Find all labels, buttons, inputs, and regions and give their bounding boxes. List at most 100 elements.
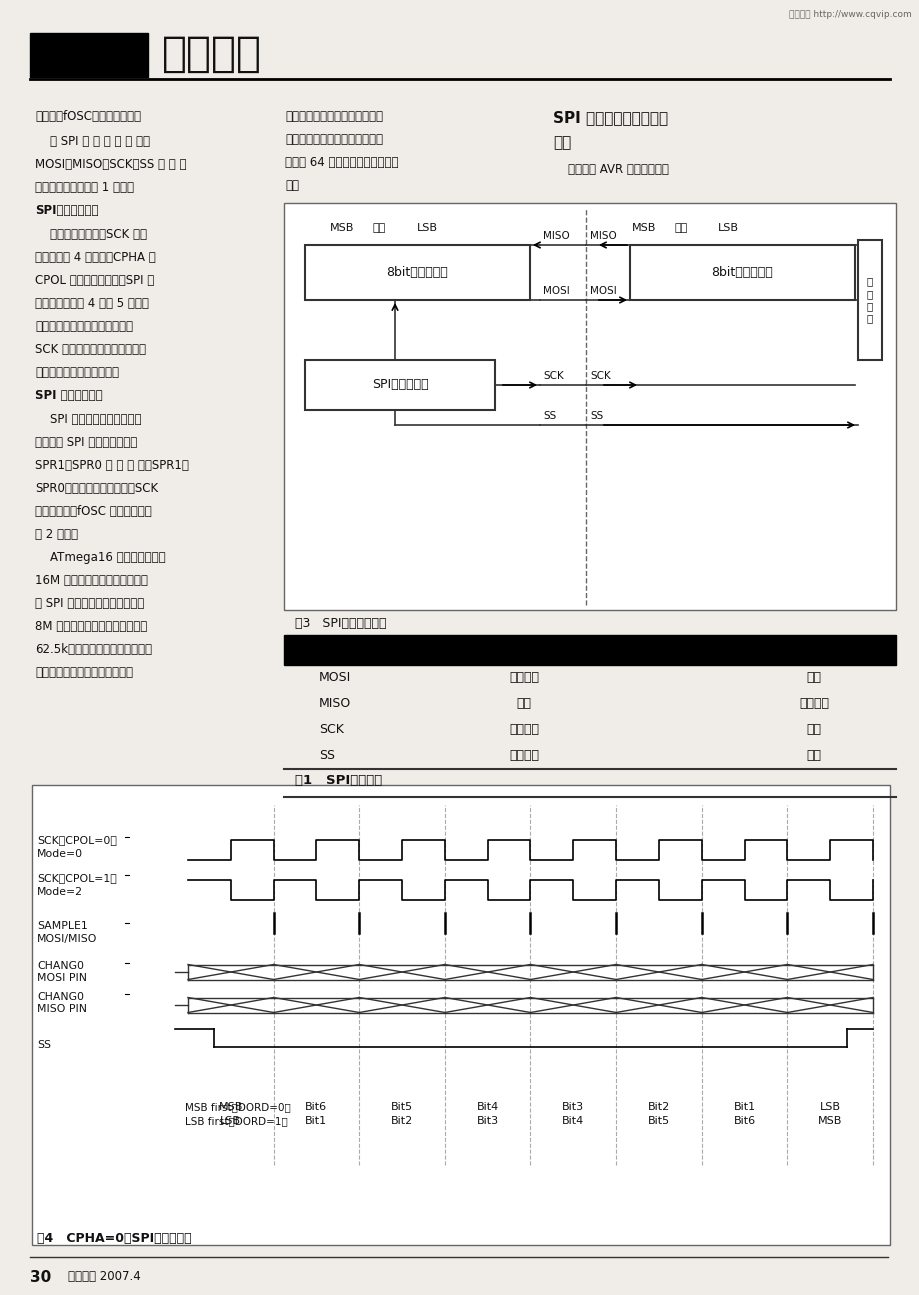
Text: SCK（CPOL=0）: SCK（CPOL=0） [37, 835, 117, 846]
Text: Bit2: Bit2 [647, 1102, 669, 1112]
Text: 应用设计: 应用设计 [162, 32, 262, 75]
Text: MSB: MSB [631, 223, 655, 233]
Text: Bit1: Bit1 [732, 1102, 754, 1112]
Text: LSB: LSB [220, 1116, 241, 1125]
Text: 用户定义: 用户定义 [508, 723, 539, 736]
Text: 和振荡器频率fOSC 之间的关系如: 和振荡器频率fOSC 之间的关系如 [35, 505, 152, 518]
Text: 晶振频率fOSC）的四分之一。: 晶振频率fOSC）的四分之一。 [35, 110, 141, 123]
Text: LSB: LSB [416, 223, 437, 233]
Text: 有足够的时间使数据稳定。: 有足够的时间使数据稳定。 [35, 366, 119, 379]
Text: 当 SPI 接 口 被 使 能 时，: 当 SPI 接 口 被 使 能 时， [35, 135, 150, 148]
Text: SPI数据传送模式: SPI数据传送模式 [35, 205, 98, 218]
Text: SS: SS [542, 411, 556, 421]
Text: ATmega16 最高可以工作在: ATmega16 最高可以工作在 [35, 550, 165, 565]
Text: 有一定程度的下降。一般采用非: 有一定程度的下降。一般采用非 [285, 133, 382, 146]
Text: 输入: 输入 [806, 671, 821, 684]
Text: Bit3: Bit3 [476, 1116, 498, 1125]
Text: MOSI: MOSI [319, 671, 351, 684]
Text: 择由主机 SPI 状态寄存器中的: 择由主机 SPI 状态寄存器中的 [35, 436, 137, 449]
Text: SS: SS [319, 749, 335, 761]
Text: 表1   SPI引脚配置: 表1 SPI引脚配置 [295, 774, 381, 787]
Text: SCK: SCK [589, 370, 610, 381]
Text: LSB: LSB [717, 223, 738, 233]
Text: Bit2: Bit2 [391, 1116, 413, 1125]
Bar [305, 360, 494, 411]
Text: MSB: MSB [219, 1102, 243, 1112]
Text: SS: SS [589, 411, 603, 421]
Text: 主机: 主机 [372, 223, 386, 233]
Text: MOSI、MISO、SCK、SS 引 脚 的: MOSI、MISO、SCK、SS 引 脚 的 [35, 158, 187, 171]
Text: 8bit移位寄存器: 8bit移位寄存器 [711, 265, 773, 278]
Text: 每一位数据的移出和移入发生于: 每一位数据的移出和移入发生于 [35, 320, 133, 333]
Text: 通过设置 AVR 单片机提供的: 通过设置 AVR 单片机提供的 [552, 163, 668, 176]
Text: MISO: MISO [589, 231, 616, 241]
Text: 用户定义: 用户定义 [798, 697, 828, 710]
Text: SAMPLE1: SAMPLE1 [37, 921, 87, 931]
Text: 电子技术 2007.4: 电子技术 2007.4 [68, 1270, 141, 1283]
Text: 据传输格式如图 4 与图 5 所示。: 据传输格式如图 4 与图 5 所示。 [35, 297, 149, 310]
Text: 位和极性有 4 种组合。CPHA 和: 位和极性有 4 种组合。CPHA 和 [35, 251, 155, 264]
Text: Bit1: Bit1 [305, 1116, 327, 1125]
Text: MSB: MSB [330, 223, 354, 233]
Text: Bit5: Bit5 [391, 1102, 413, 1112]
Text: Bit6: Bit6 [732, 1116, 754, 1125]
Text: Mode=0: Mode=0 [37, 850, 83, 859]
Text: MSB first（DORD=0）: MSB first（DORD=0） [185, 1102, 290, 1112]
Text: Bit5: Bit5 [647, 1116, 669, 1125]
Bar [284, 635, 895, 666]
Text: 控制与数据方向如表 1 所示。: 控制与数据方向如表 1 所示。 [35, 181, 134, 194]
Text: SPR0对从机模式没有影响。SCK: SPR0对从机模式没有影响。SCK [35, 482, 158, 495]
Text: 用户定义: 用户定义 [508, 749, 539, 761]
Text: SCK（CPOL=1）: SCK（CPOL=1） [37, 873, 117, 883]
Text: 求。: 求。 [285, 179, 299, 192]
Text: CHANG0: CHANG0 [37, 961, 84, 971]
Text: 相对于串行数据，SCK 的相: 相对于串行数据，SCK 的相 [35, 228, 147, 241]
Text: Bit4: Bit4 [476, 1102, 498, 1112]
Text: SPR1、SPR0 组 合 控 制。SPR1、: SPR1、SPR0 组 合 控 制。SPR1、 [35, 458, 188, 471]
Text: MISO: MISO [319, 697, 351, 710]
Bar [305, 245, 529, 300]
Text: 用 SPI 串行通信，最高可以达到: 用 SPI 串行通信，最高可以达到 [35, 597, 144, 610]
Text: 8M 的传输速率，最低也可以达到: 8M 的传输速率，最低也可以达到 [35, 620, 147, 633]
Text: 输入: 输入 [516, 697, 531, 710]
Text: 62.5k。但在实际应用中，建议不: 62.5k。但在实际应用中，建议不 [35, 644, 152, 657]
Text: 输入: 输入 [806, 749, 821, 761]
Text: 最高速率的时候，传输准确率会: 最高速率的时候，传输准确率会 [285, 110, 382, 123]
Text: SPI 串行通信的传输速率选: SPI 串行通信的传输速率选 [35, 413, 142, 426]
Text: SCK: SCK [319, 723, 344, 736]
Text: CHANG0: CHANG0 [37, 992, 84, 1002]
Text: 8bit移位寄存器: 8bit移位寄存器 [386, 265, 448, 278]
Bar [857, 240, 881, 360]
Text: 从机: 从机 [675, 223, 687, 233]
Text: 表 2 所示。: 表 2 所示。 [35, 528, 78, 541]
Text: Mode=2: Mode=2 [37, 887, 83, 897]
Text: 维客资讯 http://www.cqvip.com: 维客资讯 http://www.cqvip.com [789, 10, 911, 19]
Text: 要采用最高传输速率，因为采用: 要采用最高传输速率，因为采用 [35, 666, 133, 679]
Text: SPI 传输速率控制: SPI 传输速率控制 [35, 388, 103, 401]
Text: MOSI: MOSI [542, 286, 569, 297]
Text: MISO: MISO [542, 231, 569, 241]
Text: SCK 不同的信号跳变沿，以保证: SCK 不同的信号跳变沿，以保证 [35, 343, 146, 356]
Bar [32, 785, 889, 1244]
Text: 30: 30 [30, 1270, 51, 1285]
Text: MISO PIN: MISO PIN [37, 1004, 87, 1014]
Text: SPI时钟发生器: SPI时钟发生器 [371, 378, 428, 391]
Text: CPOL 控制组合的方式。SPI 数: CPOL 控制组合的方式。SPI 数 [35, 275, 154, 287]
Text: 实现: 实现 [552, 135, 571, 150]
Bar [284, 203, 895, 610]
Text: SCK: SCK [542, 370, 563, 381]
Text: MOSI: MOSI [589, 286, 616, 297]
Text: MSB: MSB [817, 1116, 842, 1125]
Text: 输入: 输入 [806, 723, 821, 736]
Text: Bit4: Bit4 [562, 1116, 584, 1125]
Text: SPI 串行通信的简单程序: SPI 串行通信的简单程序 [552, 110, 667, 126]
Text: 用户定义: 用户定义 [508, 671, 539, 684]
Text: LSB first（DORD=1）: LSB first（DORD=1） [185, 1116, 288, 1125]
Text: Bit3: Bit3 [562, 1102, 584, 1112]
Bar [630, 245, 854, 300]
Text: MOSI/MISO: MOSI/MISO [37, 934, 97, 944]
Text: MOSI PIN: MOSI PIN [37, 973, 87, 983]
Text: Bit6: Bit6 [305, 1102, 327, 1112]
Text: 移
位
使
能: 移 位 使 能 [866, 276, 872, 324]
Text: SS: SS [37, 1040, 51, 1050]
